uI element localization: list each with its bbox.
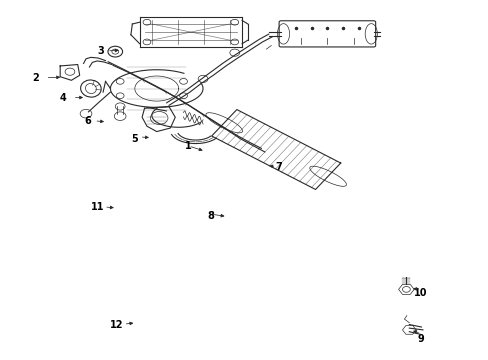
Text: 1: 1 <box>184 141 191 151</box>
Text: 11: 11 <box>90 202 104 212</box>
Text: 7: 7 <box>275 162 282 172</box>
Text: 9: 9 <box>417 333 424 343</box>
Text: 8: 8 <box>206 211 213 221</box>
Text: 3: 3 <box>97 46 104 56</box>
Text: 10: 10 <box>413 288 427 298</box>
Text: 6: 6 <box>84 116 91 126</box>
Text: 5: 5 <box>131 134 138 144</box>
Text: 12: 12 <box>110 320 123 330</box>
Text: 4: 4 <box>60 93 66 103</box>
Text: 2: 2 <box>32 73 39 83</box>
